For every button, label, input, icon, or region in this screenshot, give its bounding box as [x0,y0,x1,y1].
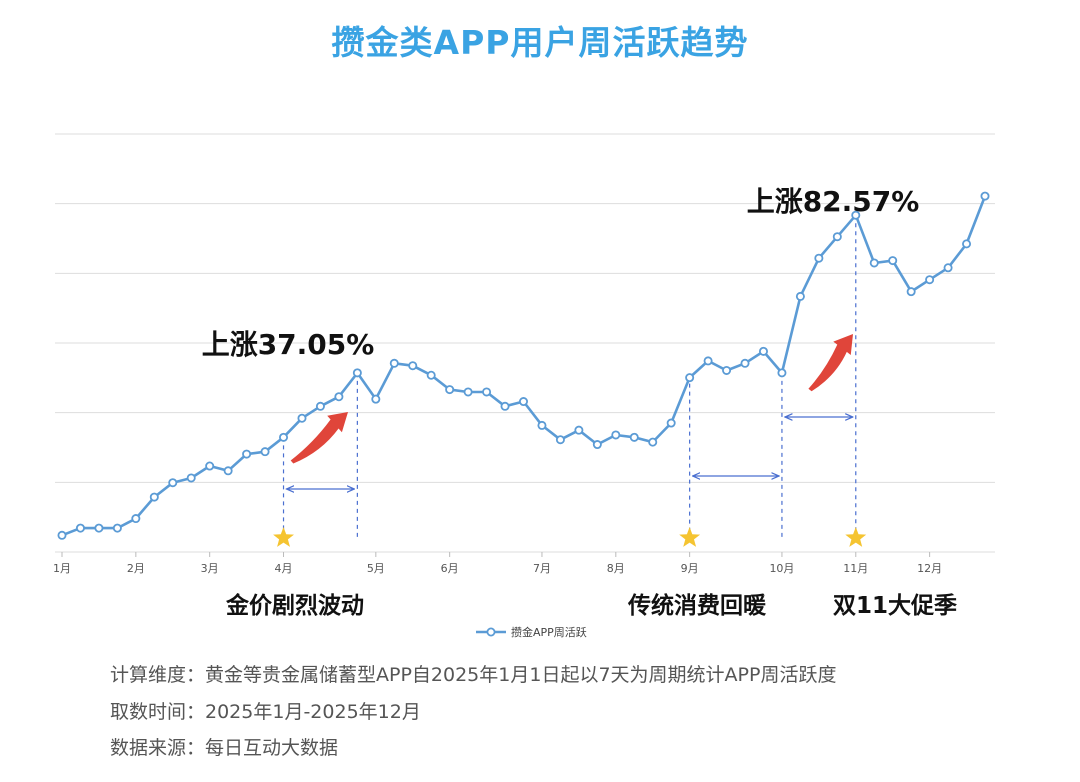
data-point [758,346,768,356]
annotation-labels: 上涨37.05% 上涨82.57% [202,185,920,361]
data-point [223,466,233,476]
chart-canvas: 1月 2月 3月 4月 5月 6月 7月 8月 9月 10月 11月 12月 上涨37.05% 上涨82… [53,133,995,639]
data-point [648,437,658,447]
gridlines [55,133,995,553]
red-trend-arrow [290,412,348,464]
x-tick-label: 12月 [917,562,942,575]
data-point [315,401,325,411]
data-point [703,356,713,366]
event-label: 金价剧烈波动 [225,592,364,619]
x-tick-label: 1月 [53,562,71,575]
x-tick-label: 4月 [275,562,293,575]
data-point [925,275,935,285]
data-point [869,258,879,268]
chart-title: 攒金类APP用户周活跃趋势 [331,23,749,62]
data-point [980,191,990,201]
data-point [149,492,159,502]
data-point [592,440,602,450]
footnote-calc: 计算维度：黄金等贵金属储蓄型APP自2025年1月1日起以7天为周期统计APP周… [110,664,837,686]
data-point [888,256,898,266]
x-tick-label: 6月 [441,562,459,575]
trend-arrows [290,334,853,464]
data-point [260,447,270,457]
data-point [519,397,529,407]
footnote-source: 数据来源：每日互动大数据 [110,737,339,759]
data-point [352,368,362,378]
x-tick-label: 2月 [127,562,145,575]
data-point [408,361,418,371]
data-point [832,232,842,242]
data-point [186,473,196,483]
star-icon [679,527,701,547]
x-tick-label: 3月 [201,562,219,575]
range-guides [282,215,857,540]
data-point [574,425,584,435]
data-point [112,523,122,533]
legend: 攒金APP周活跃 [476,625,587,639]
x-tick-label: 9月 [681,562,699,575]
x-tick-label: 7月 [533,562,551,575]
rise-label: 上涨37.05% [202,328,375,361]
x-tick-label: 5月 [367,562,385,575]
data-point [334,392,344,402]
data-point [722,365,732,375]
event-label: 传统消费回暖 [627,592,767,619]
series-line-path [61,195,987,537]
data-point [795,291,805,301]
data-point [426,370,436,380]
data-point [611,430,621,440]
footnote-period: 取数时间：2025年1月-2025年12月 [110,701,421,723]
data-point [168,478,178,488]
data-point [906,287,916,297]
data-point [75,523,85,533]
x-axis: 1月 2月 3月 4月 5月 6月 7月 8月 9月 10月 11月 12月 [53,552,942,575]
legend-marker [486,627,496,637]
data-point [463,387,473,397]
data-point [242,449,252,459]
x-tick-label: 8月 [607,562,625,575]
data-point [371,394,381,404]
data-point [851,210,861,220]
rise-label: 上涨82.57% [747,185,920,218]
data-point [297,413,307,423]
data-point [445,385,455,395]
star-icon [273,527,294,547]
data-point [500,401,510,411]
data-point [205,461,215,471]
data-point [740,358,750,368]
data-point [962,239,972,249]
data-point [94,523,104,533]
x-tick-label: 10月 [769,562,794,575]
legend-label: 攒金APP周活跃 [511,625,587,639]
data-point [777,368,787,378]
data-point [555,435,565,445]
event-label: 双11大促季 [833,592,957,619]
data-point [685,373,695,383]
event-markers: 金价剧烈波动 传统消费回暖 双11大促季 [225,527,957,619]
data-point [666,418,676,428]
star-icon [845,527,867,547]
x-tick-label: 11月 [843,562,868,575]
series-line [57,191,990,540]
data-point [943,263,953,273]
data-point [389,358,399,368]
data-point [57,530,67,540]
red-trend-arrow [808,334,853,392]
data-point [279,432,289,442]
data-point [537,420,547,430]
data-point [482,387,492,397]
data-point [629,432,639,442]
data-point [131,514,141,524]
data-point [814,253,824,263]
